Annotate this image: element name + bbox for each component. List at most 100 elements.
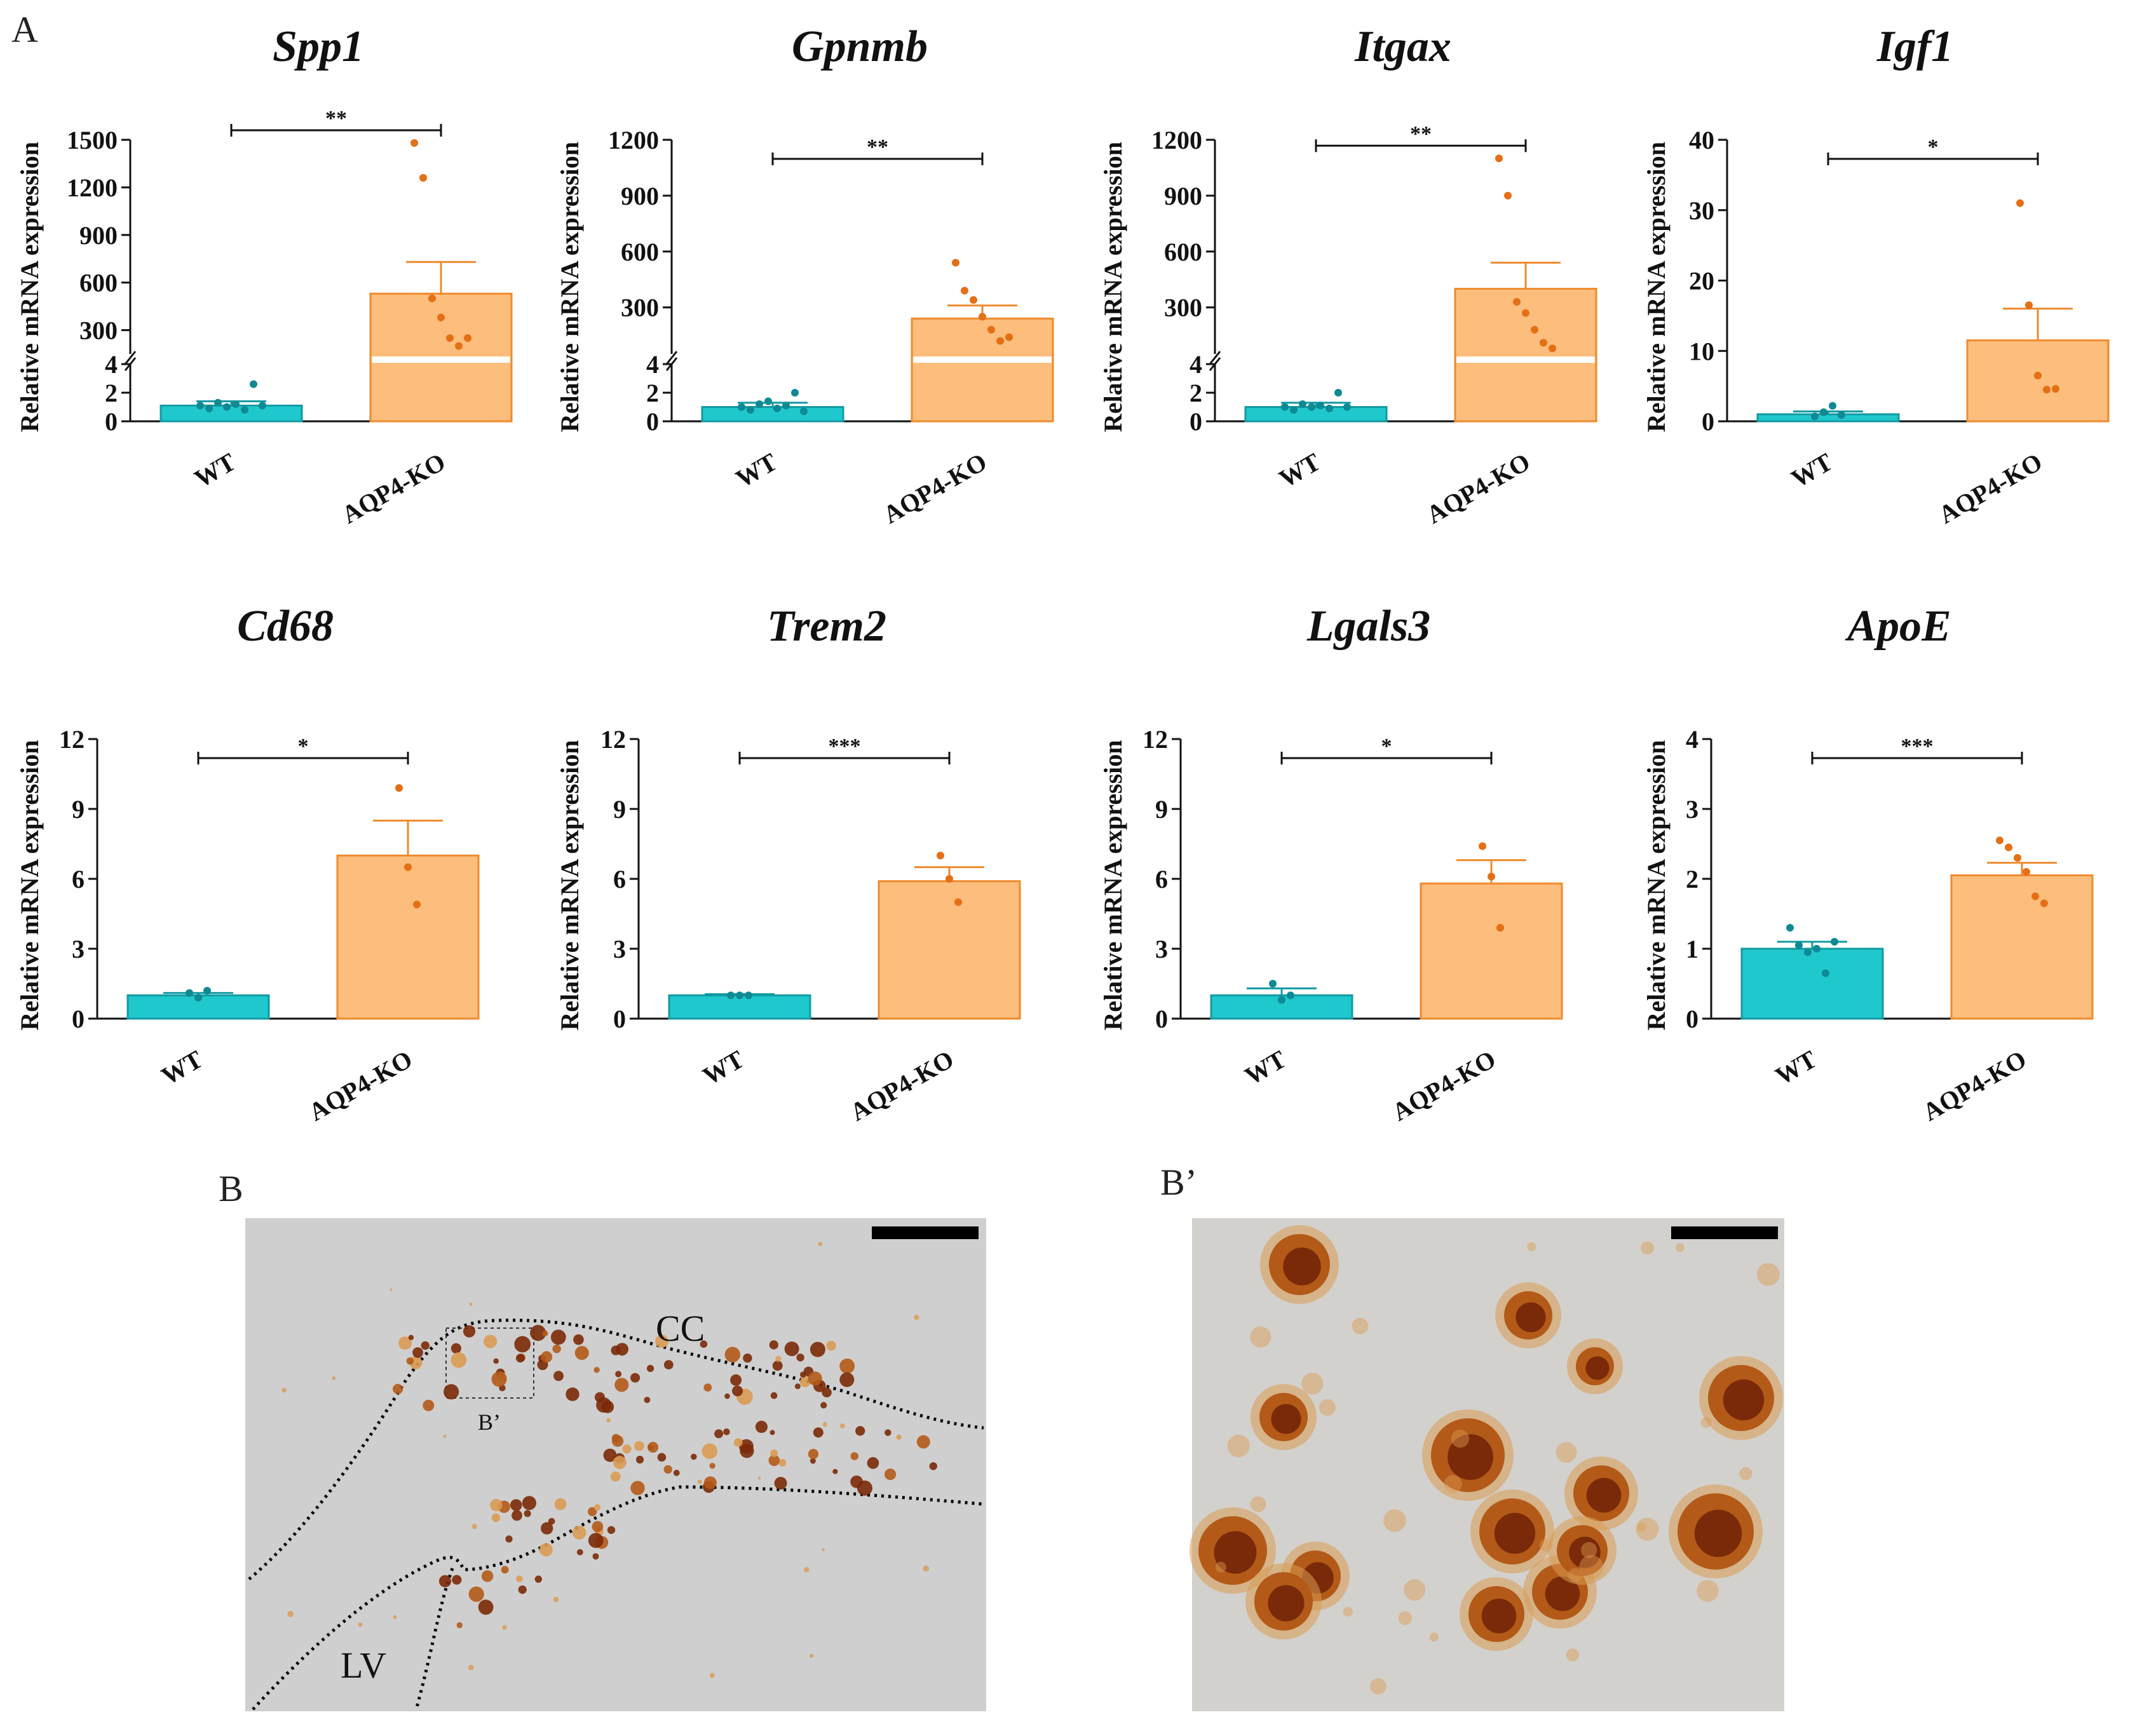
data-point [1504, 191, 1512, 200]
axis-break-mark [1209, 351, 1221, 365]
bar [911, 317, 1054, 423]
y-tick-label: 12 [1142, 725, 1168, 754]
stained-cell [438, 1575, 452, 1587]
bar [1966, 339, 2110, 423]
stained-cell-nucleus [1694, 1509, 1742, 1558]
data-point [1495, 154, 1503, 163]
stained-cell [566, 1387, 580, 1401]
y-tick-label: 900 [621, 182, 659, 210]
data-point [1325, 404, 1333, 412]
bar-break-gap [1456, 356, 1595, 363]
stained-cell [512, 1510, 522, 1521]
y-tick-label: 0 [1155, 1005, 1168, 1033]
micrograph-b: CC LV B’ [245, 1218, 986, 1711]
y-axis-label: Relative mRNA expression [15, 142, 44, 432]
stained-speck [393, 1615, 397, 1619]
stained-cell [813, 1427, 824, 1438]
stained-cell [548, 1517, 555, 1525]
y-tick-label: 6 [613, 865, 626, 893]
stained-cell [896, 1434, 902, 1440]
stained-speck [1383, 1509, 1406, 1532]
stained-cell [647, 1442, 659, 1453]
stained-cell [601, 1401, 614, 1413]
y-tick-label: 300 [1164, 294, 1202, 322]
stained-cell [456, 1622, 463, 1629]
y-tick-label: 1200 [1151, 126, 1202, 154]
y-tick-label: 3 [1686, 795, 1698, 824]
bar-wt: WT [1244, 389, 1388, 493]
stained-cell [408, 1334, 414, 1340]
stained-cell [839, 1358, 855, 1374]
chart-title: Trem2 [767, 602, 886, 651]
significance-label: * [1381, 735, 1392, 758]
x-tick-label: WT [1786, 447, 1838, 493]
corpus-callosum-outline-upper [248, 1319, 984, 1580]
stained-cells-b [281, 1242, 938, 1678]
data-point [1299, 400, 1306, 408]
stained-cell [855, 1426, 865, 1436]
data-point [1334, 389, 1342, 397]
bar [159, 404, 303, 423]
stained-speck [390, 1288, 393, 1291]
stained-cell [634, 1441, 644, 1451]
bar-wt: WT [701, 389, 844, 493]
data-point [2052, 385, 2059, 393]
data-point [428, 294, 436, 302]
stained-cell [603, 1448, 617, 1462]
stained-cell [550, 1329, 566, 1345]
y-tick-label: 0 [646, 407, 659, 436]
stained-cell [794, 1383, 801, 1390]
y-tick-label: 900 [79, 221, 118, 250]
y-tick-label: 900 [1164, 182, 1202, 210]
stained-speck [1451, 1429, 1470, 1448]
stained-cell [607, 1526, 616, 1534]
stained-cell [655, 1334, 668, 1348]
data-point [2005, 843, 2012, 852]
bar-aqp4-ko: AQP4-KO [1421, 154, 1597, 529]
x-tick-label: AQP4-KO [337, 447, 450, 529]
x-tick-label: AQP4-KO [1934, 447, 2047, 529]
stained-cell [398, 1336, 412, 1350]
x-tick-label: AQP4-KO [1918, 1045, 2031, 1127]
stained-speck [553, 1596, 559, 1603]
bar-aqp4-ko: AQP4-KO [304, 784, 480, 1127]
stained-cell [493, 1358, 499, 1364]
y-tick-label: 2 [1190, 379, 1202, 407]
data-point [1281, 403, 1289, 411]
stained-cell [673, 1469, 680, 1476]
data-point [1829, 402, 1836, 410]
stained-cell [700, 1340, 708, 1348]
data-point [987, 325, 995, 334]
data-point [738, 403, 745, 411]
data-point [214, 398, 222, 407]
data-point [1820, 408, 1827, 416]
stained-speck [1227, 1434, 1251, 1458]
y-tick-label: 2 [1686, 865, 1698, 893]
data-point [1838, 411, 1845, 419]
stained-cell [740, 1444, 754, 1458]
y-tick-label: 9 [1155, 795, 1168, 824]
stained-cell [714, 1429, 724, 1439]
stained-speck [822, 1548, 825, 1551]
y-axis-label: Relative mRNA expression [555, 142, 584, 432]
bar [1740, 947, 1884, 1020]
stained-cell [539, 1543, 553, 1557]
data-point [954, 898, 962, 906]
stained-cell [734, 1438, 743, 1447]
label-cc: CC [656, 1308, 705, 1349]
stained-speck [697, 1479, 702, 1484]
stained-cells-b-prime [1190, 1225, 1783, 1695]
stained-cell [393, 1383, 403, 1394]
y-tick-label: 0 [72, 1005, 85, 1033]
stained-speck [1250, 1326, 1271, 1348]
y-tick-label: 3 [1155, 935, 1168, 963]
y-tick-label: 4 [646, 350, 659, 379]
stained-speck [1568, 1568, 1582, 1583]
x-tick-label: AQP4-KO [304, 1045, 417, 1127]
data-point [186, 989, 193, 997]
stained-cell [770, 1392, 778, 1399]
stained-cell [885, 1469, 897, 1481]
y-tick-label: 4 [1190, 350, 1202, 379]
stained-cell [593, 1367, 600, 1373]
data-point [1522, 309, 1529, 317]
